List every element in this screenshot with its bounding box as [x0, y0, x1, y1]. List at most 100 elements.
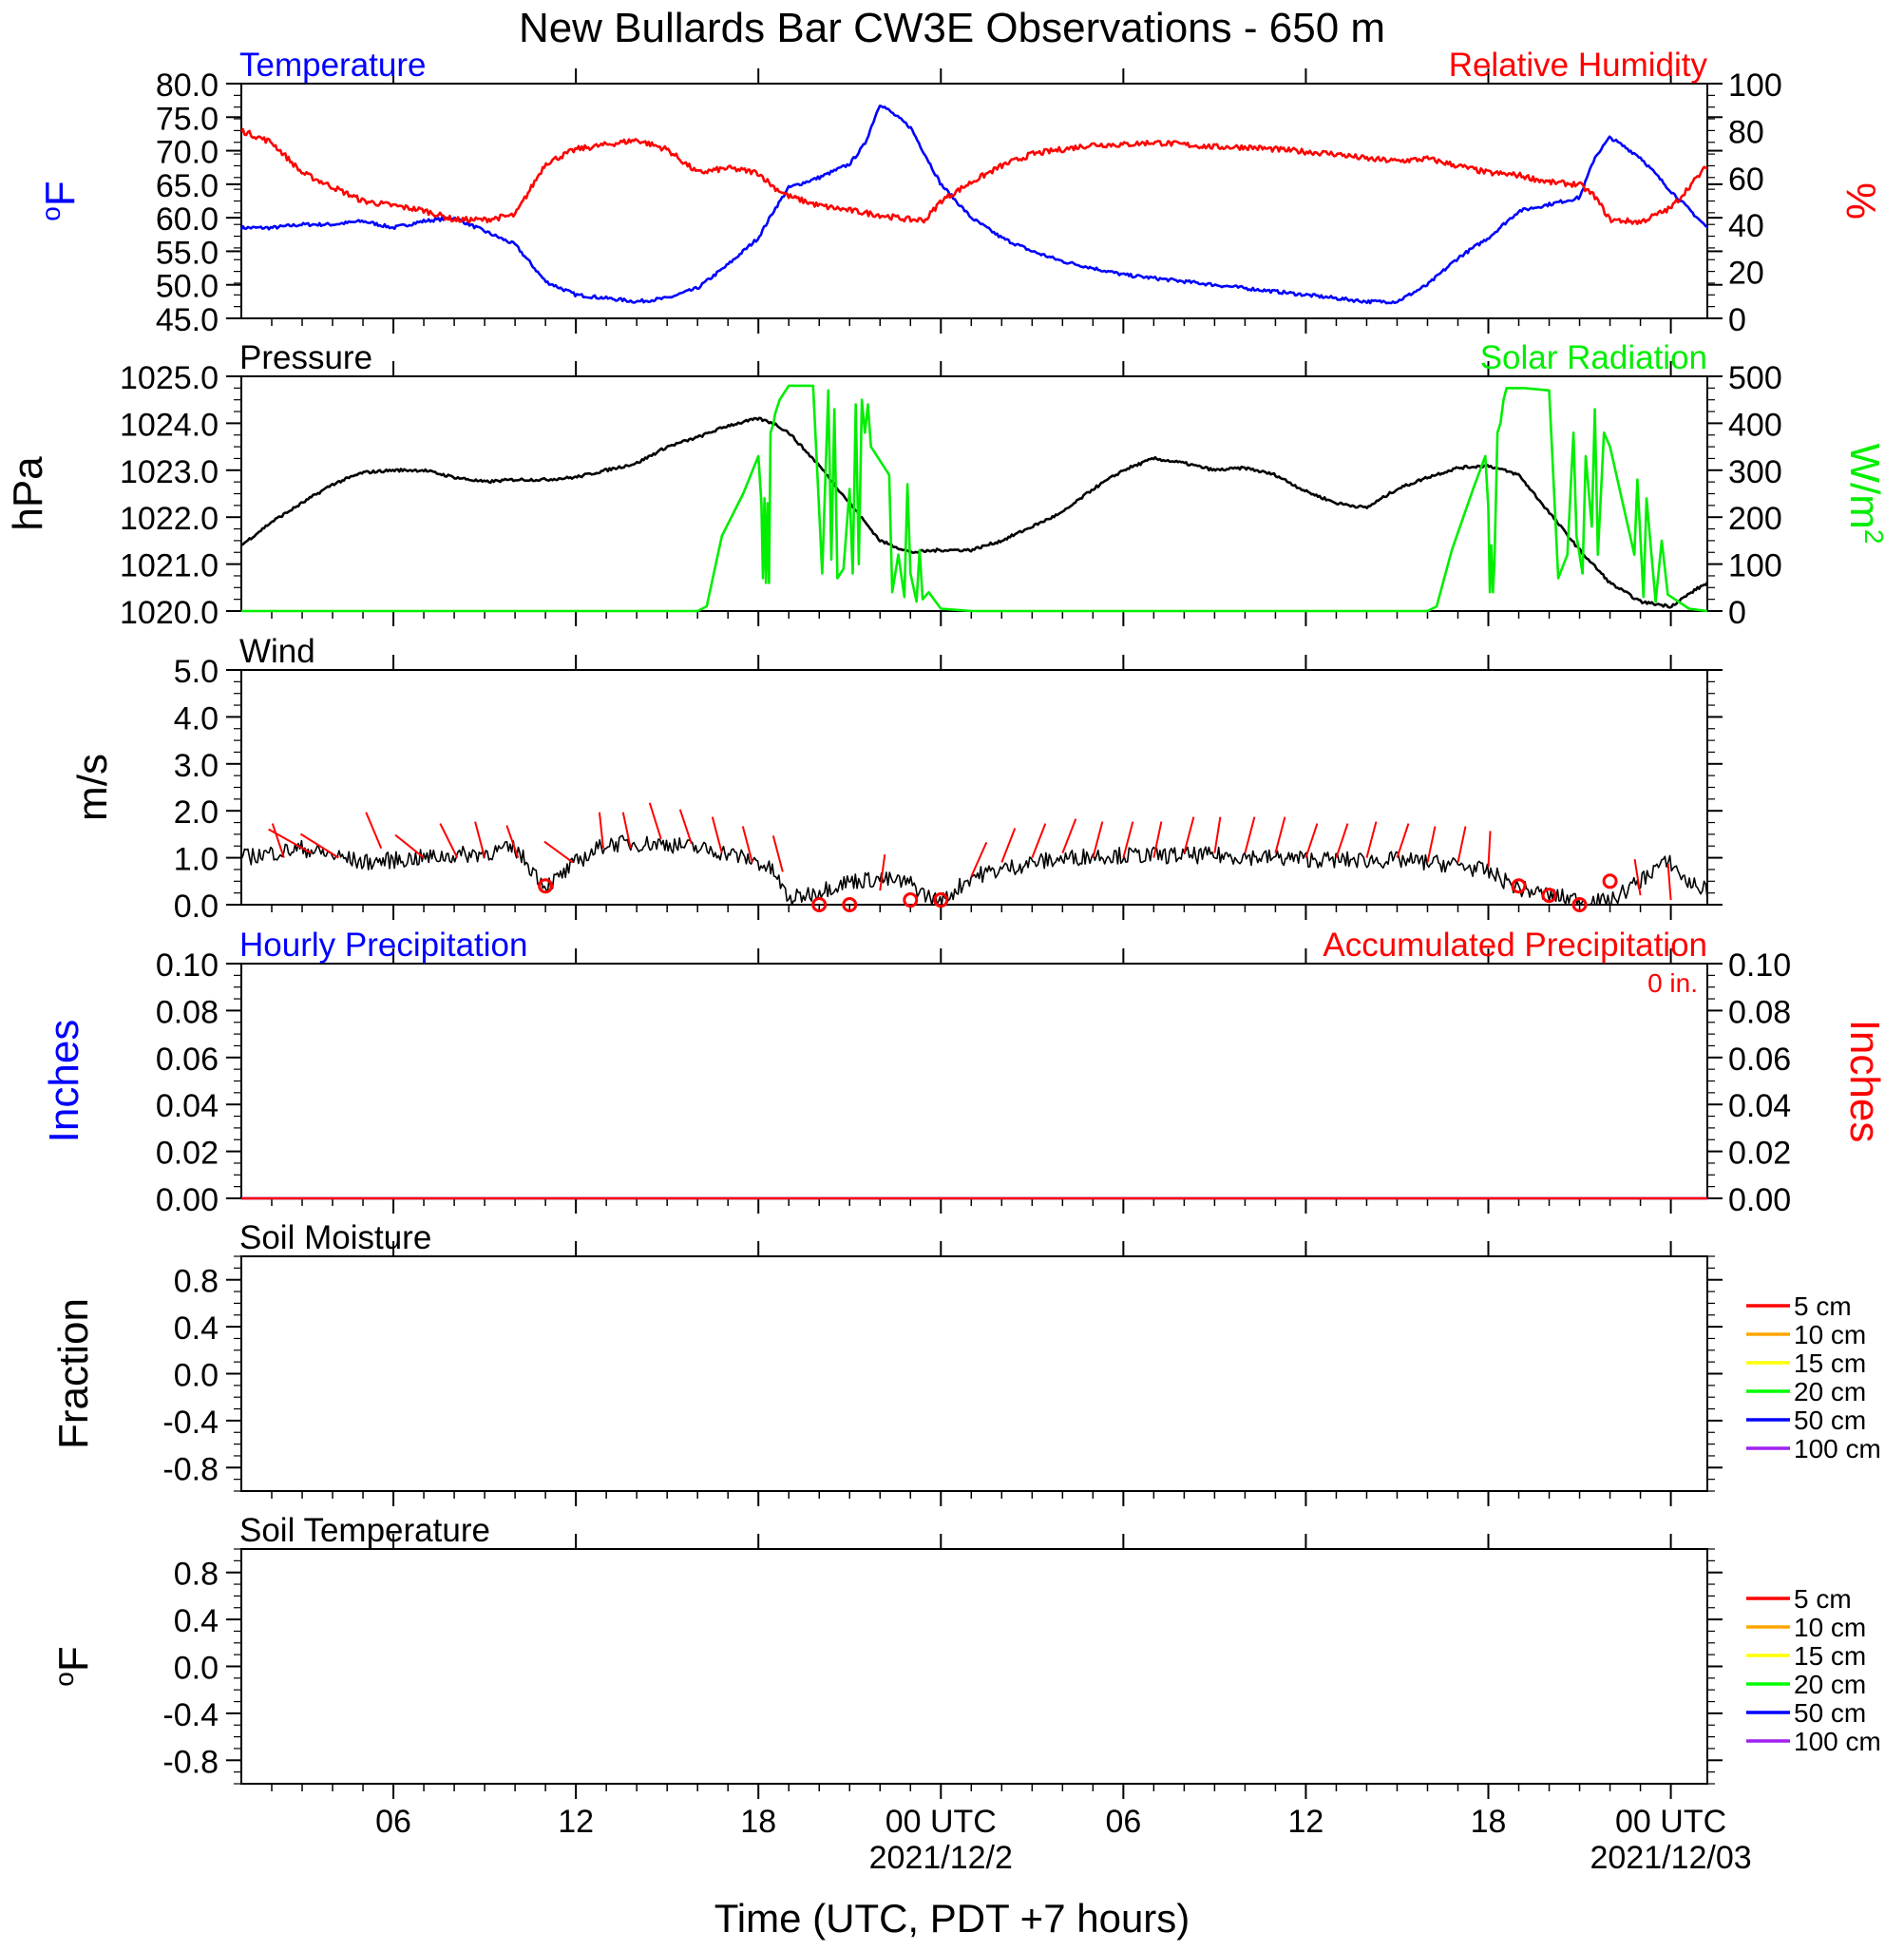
y-tick-label: 50.0	[156, 269, 219, 305]
panel-left-title: Soil Temperature	[239, 1512, 490, 1549]
y-axis-label: m/s	[69, 754, 116, 821]
wind-barb	[1244, 816, 1256, 853]
y-tick-label: 55.0	[156, 235, 219, 271]
panel-temp_rh: 45.050.055.060.065.070.075.080.0 0 20 40 60 8…	[36, 47, 1885, 338]
y2-tick-label: 40	[1728, 208, 1764, 244]
x-tick-label: 00 UTC	[885, 1804, 997, 1840]
y2-axis-label: %	[1837, 182, 1884, 220]
y-tick-label: -0.4	[162, 1697, 219, 1733]
wind-barb	[474, 821, 486, 858]
panel-left-title: Pressure	[239, 339, 372, 376]
panel-right-title: Accumulated Precipitation	[1323, 927, 1707, 964]
panel-right-title: Solar Radiation	[1480, 339, 1707, 376]
wind-calm-circle	[1571, 897, 1588, 912]
wind-barb	[365, 812, 383, 850]
y-tick-label: 4.0	[174, 700, 219, 736]
x-tick-label: 12	[1288, 1804, 1324, 1840]
wind-barb	[299, 832, 339, 859]
degree-symbol: o	[36, 206, 66, 221]
plot-frame	[240, 83, 1708, 319]
y-tick-label: 3.0	[174, 748, 219, 784]
y2-tick-label: 100	[1728, 67, 1782, 104]
legend-label: 100 cm	[1794, 1434, 1881, 1463]
y2-tick-label: 0	[1728, 595, 1746, 631]
y-axis-label: oF	[49, 1646, 98, 1686]
wind-barb	[394, 833, 425, 859]
y-axis-label: hPa	[5, 456, 51, 531]
wind-calm-circle	[1511, 878, 1527, 894]
y2-tick-label: 0.08	[1728, 994, 1791, 1030]
series-line	[240, 834, 1708, 906]
wind-barb	[1183, 816, 1195, 853]
plot-frame	[240, 1255, 1708, 1492]
y-axis-label: Inches	[41, 1020, 87, 1143]
wind-barb	[1365, 821, 1378, 858]
degree-symbol: o	[49, 1672, 79, 1687]
y-tick-label: 75.0	[156, 101, 219, 137]
wind-barb	[1152, 821, 1163, 858]
y2-tick-label: 0	[1728, 302, 1746, 338]
y-tick-label: 1025.0	[120, 360, 219, 396]
y-tick-label: -0.4	[162, 1405, 219, 1441]
y-tick-label: 0.08	[156, 994, 219, 1030]
wind-barb	[1061, 818, 1077, 854]
wind-barb	[598, 812, 604, 849]
y-tick-label: 0.04	[156, 1088, 219, 1124]
panel-left-title: Soil Moisture	[239, 1219, 431, 1256]
wind-barb	[1335, 823, 1349, 858]
legend-label: 20 cm	[1794, 1670, 1866, 1699]
y-tick-label: 0.0	[174, 889, 219, 925]
y-tick-label: 0.06	[156, 1042, 219, 1078]
wind-calm-circle	[933, 892, 949, 909]
series-line	[239, 105, 1708, 305]
legend-label: 50 cm	[1794, 1406, 1866, 1435]
legend-label: 20 cm	[1794, 1377, 1866, 1406]
wind-barb	[648, 802, 662, 840]
panel-soil_moisture: -0.8 -0.4 0.0 0.4 0.8 Soil Moisture Fraction 5 …	[50, 1219, 1881, 1506]
y-tick-label: 0.0	[174, 1358, 219, 1394]
x-date-label: 2021/12/03	[1590, 1840, 1751, 1876]
y-tick-label: 1022.0	[120, 501, 219, 537]
wind-barb	[879, 854, 886, 891]
wind-barb	[1396, 823, 1410, 858]
y-tick-label: 0.8	[174, 1264, 219, 1300]
unit-letter: F	[50, 1646, 97, 1672]
wind-barb	[1487, 831, 1492, 868]
y-tick-label: 0.8	[174, 1557, 219, 1593]
accumulated-total-label: 0 in.	[1647, 968, 1698, 998]
y-tick-label: 1024.0	[120, 407, 219, 443]
wind-barb	[543, 840, 574, 864]
wind-calm-circle	[1541, 888, 1557, 904]
wind-barb	[1122, 821, 1134, 858]
y-axis-label: oF	[36, 181, 85, 220]
wind-calm-circle	[811, 897, 828, 912]
series-line	[240, 416, 1709, 609]
y-tick-label: 0.10	[156, 947, 219, 984]
legend-label: 15 cm	[1794, 1641, 1866, 1671]
x-date-label: 2021/12/2	[869, 1840, 1013, 1876]
panel-precip: 0.00 0.02 0.04 0.06 0.08 0.10 0.00 0.02 0.04 0.06…	[41, 927, 1888, 1218]
legend-label: 10 cm	[1794, 1613, 1866, 1642]
panel-left-title: Hourly Precipitation	[239, 927, 527, 964]
y-tick-label: 45.0	[156, 302, 219, 338]
y-tick-label: 1023.0	[120, 454, 219, 490]
wind-barb	[771, 835, 784, 872]
wind-barb	[271, 823, 285, 858]
legend-label: 10 cm	[1794, 1320, 1866, 1349]
panel-right-title: Relative Humidity	[1449, 47, 1708, 84]
y-tick-label: 0.02	[156, 1136, 219, 1172]
y-tick-label: 0.4	[174, 1310, 219, 1347]
wind-barb	[1213, 816, 1222, 853]
y2-tick-label: 80	[1728, 114, 1764, 150]
wind-barb	[1304, 823, 1319, 858]
panel-left-title: Wind	[239, 633, 315, 670]
x-tick-label: 06	[375, 1804, 411, 1840]
y-tick-label: 65.0	[156, 168, 219, 204]
wind-barb	[1000, 828, 1017, 863]
wind-barb	[1457, 826, 1467, 863]
y2-tick-label: 0.02	[1728, 1136, 1791, 1172]
y2-tick-label: 300	[1728, 454, 1782, 490]
x-tick-label: 18	[740, 1804, 776, 1840]
wind-barb	[711, 816, 723, 853]
